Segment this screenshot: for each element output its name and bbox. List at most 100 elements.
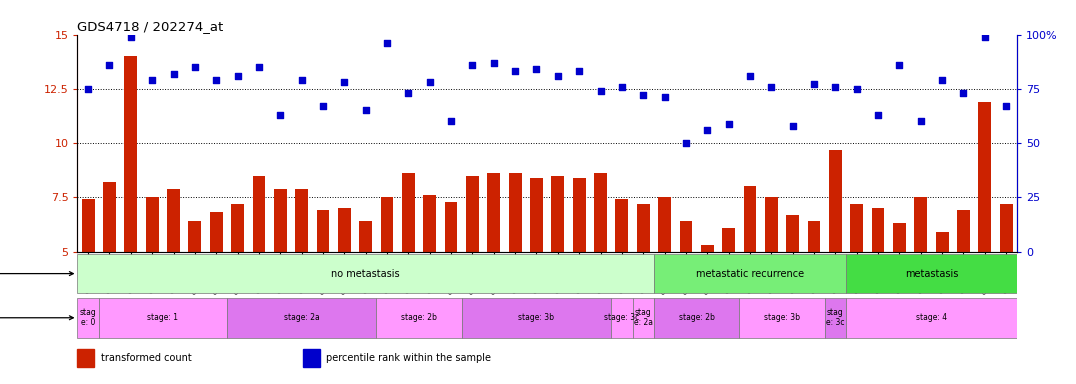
Point xyxy=(613,84,631,90)
Text: metastasis: metastasis xyxy=(905,268,958,279)
Bar xyxy=(957,210,969,252)
FancyBboxPatch shape xyxy=(377,298,462,338)
Point xyxy=(806,81,823,88)
Point xyxy=(165,71,182,77)
Bar xyxy=(77,349,95,367)
Point xyxy=(549,73,566,79)
Text: stage: 3b: stage: 3b xyxy=(519,313,554,322)
FancyBboxPatch shape xyxy=(633,298,654,338)
Bar xyxy=(808,221,820,252)
Bar xyxy=(551,175,564,252)
Point xyxy=(80,86,97,92)
Point xyxy=(720,121,737,127)
Bar xyxy=(167,189,180,252)
FancyBboxPatch shape xyxy=(846,298,1017,338)
Bar xyxy=(82,199,95,252)
Text: stage: 2a: stage: 2a xyxy=(284,313,320,322)
FancyBboxPatch shape xyxy=(611,298,633,338)
FancyBboxPatch shape xyxy=(824,298,846,338)
Text: disease state: disease state xyxy=(0,268,73,279)
Point xyxy=(442,118,459,124)
Bar xyxy=(722,228,735,252)
Point xyxy=(826,84,844,90)
Point xyxy=(421,79,438,85)
Text: stage: 2b: stage: 2b xyxy=(679,313,714,322)
Bar xyxy=(530,178,543,252)
Bar xyxy=(659,197,671,252)
Text: metastatic recurrence: metastatic recurrence xyxy=(696,268,804,279)
Point xyxy=(251,64,268,70)
Point xyxy=(271,112,288,118)
Bar xyxy=(637,204,650,252)
Text: transformed count: transformed count xyxy=(101,353,192,363)
Point xyxy=(848,86,865,92)
Text: stag
e: 3c: stag e: 3c xyxy=(826,308,845,328)
Point xyxy=(293,77,310,83)
Bar xyxy=(145,197,158,252)
Point xyxy=(485,60,502,66)
Point xyxy=(314,103,331,109)
Text: no metastasis: no metastasis xyxy=(331,268,400,279)
Bar xyxy=(915,197,928,252)
FancyBboxPatch shape xyxy=(77,298,99,338)
Point xyxy=(954,90,972,96)
Text: stage: 3b: stage: 3b xyxy=(764,313,799,322)
Bar xyxy=(872,208,884,252)
Bar xyxy=(381,197,394,252)
Bar xyxy=(466,175,479,252)
Text: stage: 4: stage: 4 xyxy=(916,313,947,322)
Point xyxy=(336,79,353,85)
Point xyxy=(528,66,546,72)
Point xyxy=(997,103,1015,109)
Point xyxy=(400,90,417,96)
Bar xyxy=(893,223,906,252)
FancyBboxPatch shape xyxy=(846,254,1017,293)
Bar xyxy=(274,189,286,252)
Point xyxy=(869,112,887,118)
Text: GDS4718 / 202274_at: GDS4718 / 202274_at xyxy=(77,20,224,33)
Point xyxy=(143,77,160,83)
Point xyxy=(912,118,930,124)
Point xyxy=(677,140,694,146)
Bar xyxy=(978,102,991,252)
Point xyxy=(357,108,374,114)
Bar xyxy=(125,56,138,252)
Point xyxy=(186,64,203,70)
Bar xyxy=(594,174,607,252)
Point xyxy=(507,68,524,74)
Point xyxy=(570,68,587,74)
Point xyxy=(464,62,481,68)
Bar xyxy=(936,232,949,252)
FancyBboxPatch shape xyxy=(654,254,846,293)
Bar xyxy=(188,221,201,252)
Point xyxy=(698,127,716,133)
Bar xyxy=(210,212,223,252)
Point xyxy=(208,77,225,83)
Text: stag
e: 2a: stag e: 2a xyxy=(634,308,653,328)
Bar xyxy=(572,178,585,252)
Point xyxy=(656,94,674,101)
FancyBboxPatch shape xyxy=(654,298,739,338)
Bar xyxy=(402,174,414,252)
Bar xyxy=(295,189,308,252)
FancyBboxPatch shape xyxy=(77,254,654,293)
Bar xyxy=(700,245,713,252)
FancyBboxPatch shape xyxy=(227,298,377,338)
Bar xyxy=(103,182,116,252)
Bar xyxy=(253,175,266,252)
Point xyxy=(891,62,908,68)
Text: stage: 1: stage: 1 xyxy=(147,313,179,322)
Point xyxy=(784,122,802,129)
Point xyxy=(741,73,759,79)
Bar xyxy=(359,221,372,252)
FancyBboxPatch shape xyxy=(462,298,611,338)
Bar xyxy=(680,221,692,252)
Bar xyxy=(509,174,522,252)
Point xyxy=(592,88,609,94)
Bar xyxy=(487,174,500,252)
Bar xyxy=(231,204,244,252)
Point xyxy=(635,92,652,98)
Point xyxy=(763,84,780,90)
Bar xyxy=(303,349,320,367)
Text: other: other xyxy=(0,313,73,323)
